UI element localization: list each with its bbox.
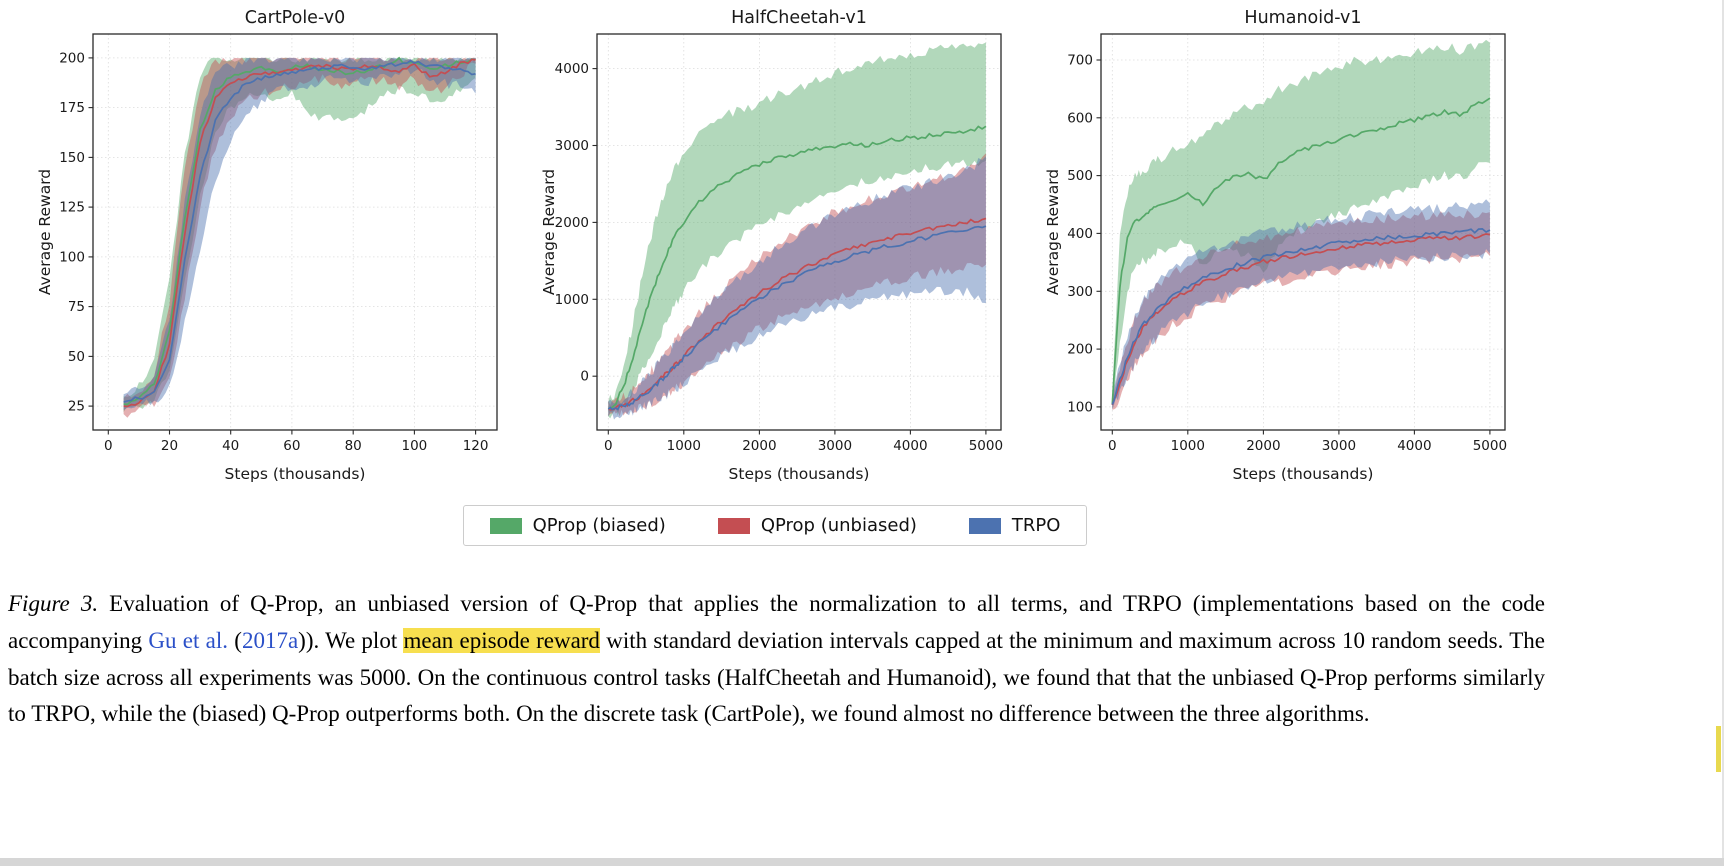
svg-text:20: 20 [161, 438, 178, 454]
plot-frame [92, 33, 498, 431]
chart-humanoid: 0 1000 2000 3000 4000 5000 100 200 300 400 500 600 7… [1044, 6, 1514, 503]
figure-3: 0 20 40 60 80 100 120 25 50 75 100 125 150 175 200 Cart… [36, 0, 1514, 546]
svg-text:50: 50 [68, 349, 85, 365]
legend-item-2: TRPO [968, 515, 1061, 536]
svg-text:200: 200 [1067, 342, 1093, 358]
svg-text:4000: 4000 [893, 438, 927, 454]
svg-text:2000: 2000 [1246, 438, 1280, 454]
svg-text:4000: 4000 [555, 61, 589, 77]
Humanoid-v1-plot: 0 1000 2000 3000 4000 5000 100 200 300 400 500 600 7… [1044, 8, 1507, 483]
mean-lines [123, 56, 476, 408]
plot-frame [596, 33, 1002, 431]
svg-text:3000: 3000 [818, 438, 852, 454]
legend-color-swatch [968, 517, 1001, 534]
caption-text: Evaluation of Q-Prop, an unbiased versio… [8, 591, 1546, 653]
y-axis-label: Average Reward [540, 169, 558, 295]
legend-item-0: QProp (biased) [489, 515, 666, 536]
confidence-bands [608, 42, 986, 420]
chart-title: Humanoid-v1 [1244, 8, 1361, 28]
svg-text:80: 80 [345, 438, 362, 454]
y-axis-label: Average Reward [36, 169, 54, 295]
svg-text:0: 0 [104, 438, 113, 454]
legend-label: QProp (unbiased) [760, 515, 917, 536]
svg-text:3000: 3000 [555, 138, 589, 154]
chart-title: HalfCheetah-v1 [731, 8, 867, 28]
tick-labels: 0 1000 2000 3000 4000 5000 0 1000 2000 3000 4000 [555, 61, 1003, 454]
caption-text: )). We plot [298, 627, 404, 653]
svg-text:125: 125 [59, 200, 85, 216]
svg-text:3000: 3000 [1322, 438, 1356, 454]
y-axis-label: Average Reward [1044, 169, 1062, 295]
svg-text:400: 400 [1067, 226, 1093, 242]
tick-labels: 0 1000 2000 3000 4000 5000 100 200 300 400 500 600 7… [1067, 53, 1507, 455]
svg-text:0: 0 [580, 369, 589, 385]
x-axis-label: Steps (thousands) [225, 465, 366, 483]
figure-label: Figure 3. [8, 591, 99, 616]
svg-text:5000: 5000 [1473, 438, 1507, 454]
legend-color-swatch [489, 517, 522, 534]
svg-text:40: 40 [222, 438, 239, 454]
svg-text:100: 100 [402, 438, 428, 454]
chart-cartpole: 0 20 40 60 80 100 120 25 50 75 100 125 150 175 200 Cart… [36, 6, 506, 503]
mean-lines [1111, 97, 1491, 406]
legend-label: TRPO [1011, 515, 1061, 536]
svg-text:5000: 5000 [969, 438, 1003, 454]
svg-text:1000: 1000 [1171, 438, 1205, 454]
confidence-bands [123, 57, 476, 418]
x-axis-label: Steps (thousands) [729, 465, 870, 483]
caption-text: with standard deviation intervals capped… [8, 627, 1545, 727]
legend-color-swatch [717, 517, 750, 534]
citation-link[interactable]: Gu et al. [148, 627, 228, 653]
svg-text:500: 500 [1067, 168, 1093, 184]
legend-item-1: QProp (unbiased) [717, 515, 917, 536]
chart-legend: QProp (biased) QProp (unbiased) TRPO [462, 505, 1088, 546]
svg-text:2000: 2000 [555, 215, 589, 231]
svg-text:175: 175 [59, 100, 85, 116]
citation-link[interactable]: 2017a [241, 627, 299, 653]
legend-label: QProp (biased) [532, 515, 666, 536]
CartPole-v0-plot: 0 20 40 60 80 100 120 25 50 75 100 125 150 175 200 Cart… [36, 8, 498, 483]
legend-row: QProp (biased) QProp (unbiased) TRPO [36, 505, 1514, 546]
svg-text:0: 0 [604, 438, 613, 454]
svg-text:100: 100 [59, 249, 85, 265]
tick-labels: 0 20 40 60 80 100 120 25 50 75 100 125 150 175 200 [59, 50, 488, 454]
window-bottom-edge [0, 858, 1724, 866]
svg-text:300: 300 [1067, 284, 1093, 300]
grid-lines [1101, 34, 1505, 430]
svg-text:600: 600 [1067, 110, 1093, 126]
mean-lines [607, 125, 987, 411]
svg-text:100: 100 [1067, 399, 1093, 415]
caption-text: ( [228, 627, 242, 653]
svg-text:200: 200 [59, 50, 85, 66]
svg-text:75: 75 [68, 299, 85, 315]
window-right-edge [1722, 0, 1724, 866]
confidence-bands [1112, 39, 1490, 410]
chart-title: CartPole-v0 [245, 8, 346, 28]
svg-text:2000: 2000 [742, 438, 776, 454]
figure-caption: Figure 3. Evaluation of Q-Prop, an unbia… [8, 586, 1545, 733]
svg-text:25: 25 [68, 399, 85, 415]
axis-ticks [1096, 59, 1491, 435]
x-axis-label: Steps (thousands) [1233, 465, 1374, 483]
svg-text:1000: 1000 [555, 292, 589, 308]
svg-text:0: 0 [1108, 438, 1117, 454]
svg-text:700: 700 [1067, 53, 1093, 69]
chart-halfcheetah: 0 1000 2000 3000 4000 5000 0 1000 2000 3000 4000 Ha… [540, 6, 1010, 503]
grid-lines [597, 34, 1001, 430]
grid-lines [93, 34, 497, 430]
charts-row: 0 20 40 60 80 100 120 25 50 75 100 125 150 175 200 Cart… [36, 6, 1514, 503]
plot-frame [1100, 33, 1506, 431]
axis-ticks [88, 57, 477, 435]
axis-ticks [592, 68, 987, 435]
svg-text:4000: 4000 [1397, 438, 1431, 454]
HalfCheetah-v1-plot: 0 1000 2000 3000 4000 5000 0 1000 2000 3000 4000 Ha… [540, 8, 1003, 483]
svg-text:150: 150 [59, 150, 85, 166]
svg-text:1000: 1000 [667, 438, 701, 454]
scrollbar-highlight-marker [1716, 726, 1721, 772]
svg-text:60: 60 [283, 438, 300, 454]
highlighted-text: mean episode reward [403, 627, 600, 653]
svg-text:120: 120 [463, 438, 489, 454]
